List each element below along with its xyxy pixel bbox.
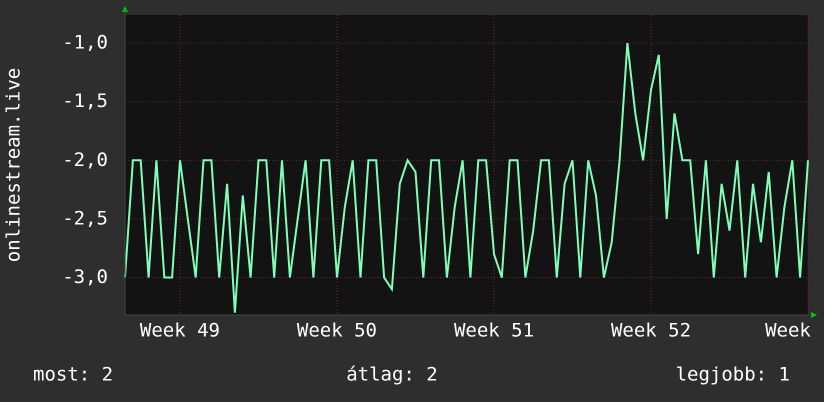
x-tick-label: Week 49 (140, 320, 220, 342)
y-tick-label: -1,0 (62, 32, 108, 54)
axis-arrow (811, 312, 817, 318)
x-tick-label: Week 51 (454, 320, 534, 342)
y-tick-label: -2,5 (62, 207, 108, 229)
footer-current: most: 2 (33, 364, 113, 386)
y-tick-label: -1,5 (62, 90, 108, 112)
footer-best: legjobb: 1 (676, 364, 790, 386)
data-line (124, 42, 809, 313)
footer-average: átlag: 2 (346, 364, 438, 386)
y-tick-label: -3,0 (62, 266, 108, 288)
axis-arrow (122, 6, 128, 12)
x-tick-label: Week 52 (611, 320, 691, 342)
x-tick-label: Week 50 (297, 320, 377, 342)
y-axis-label: onlinestream.live (3, 68, 25, 262)
y-tick-label: -2,0 (62, 149, 108, 171)
x-tick-label: Week (765, 320, 811, 342)
